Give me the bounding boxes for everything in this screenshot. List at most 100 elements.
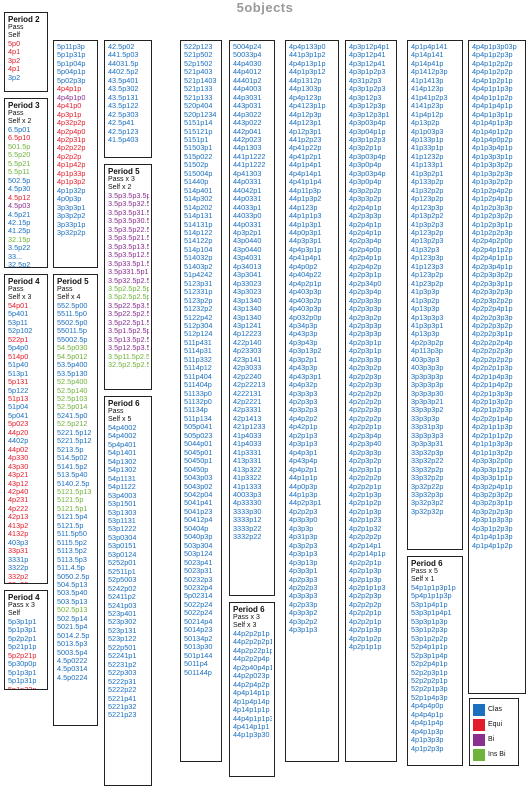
pattern-entry: 53p1222 [108,525,137,534]
pattern-entry: 5045p01 [184,448,213,457]
pattern-entry: 4p3p12p3 [349,93,382,102]
pattern-entry: 502.5p14 [57,614,88,623]
pattern-entry: 4p4p2p2 [289,414,318,423]
pattern-entry: 4p4p32p [289,381,318,390]
legend-swatch [473,733,485,746]
pattern-entry: 44p1p4p1 [289,161,322,170]
pattern-entry: 4222131 [233,389,262,398]
pattern-entry: 4p4p14p1 [289,169,322,178]
pattern-entry: 514131p [184,220,213,229]
pattern-entry: 4p13p3p [411,330,440,339]
pattern-entry: 53p11 [8,318,28,327]
pattern-entry: 5115.5p2 [57,538,87,547]
pattern-entry: 5.5p11 [8,168,30,177]
pattern-entry: 4p2p4p1p2p [472,245,513,254]
pattern-entry: 403p3p3 [411,355,440,364]
pattern-entry: 44p0331 [233,178,262,187]
pattern-entry: 3.5p331.5p1.5p [108,268,149,277]
period-subtitle: Self [8,32,21,39]
pattern-entry: 4p3p3p0 [289,516,318,525]
pattern-entry: 43.5p302 [108,85,139,94]
pattern-entry: 33p32p22 [411,457,444,466]
pattern-entry: 4p1p2p3p3p [472,203,513,212]
pattern-entry: 5252p01 [108,559,137,568]
pattern-entry: 4p2p2p1p3p [472,364,513,373]
pattern-entry: 5p02p3p [57,76,86,85]
pattern-entry: 4p3p3p2p [349,195,382,204]
pattern-entry: 4p3p12p3p [349,102,386,111]
pattern-entry: 512331p [184,288,213,297]
pattern-entry: 53p1303 [108,508,137,517]
period-subtitle: Pass x 5 [411,568,438,575]
pattern-entry: 6.5p10 [8,134,31,143]
pattern-entry: 53p0151 [108,542,137,551]
pattern-entry: 52p1502 [184,59,213,68]
pattern-entry: 4p2p1p3p [349,575,382,584]
pattern-entry: 521p502 [184,51,213,60]
pattern-entry: 4p2p2p4p1p [472,305,513,314]
pattern-entry: 4p3p2p3 [289,541,318,550]
pattern-entry: 51502p [184,161,209,170]
pattern-entry: 41p1232p [411,152,444,161]
pattern-entry: 41p3p2p3 [411,220,444,229]
pattern-entry: 54.5p030 [57,344,88,353]
pattern-entry: 3p2 [8,73,21,82]
pattern-entry: 44p4030 [233,59,262,68]
pattern-entry: 52p2p2p1p [411,676,448,685]
pattern-entry: 4p3p1p2p3 [349,68,386,77]
period-box: 4p1p4p141 4p14p141 4p14p41p 4p1412p3p 41p141… [407,40,463,550]
pattern-entry: 4p2p2p2p4p [472,338,513,347]
pattern-entry: 44p3p3p1 [289,237,322,246]
pattern-entry: 4p3p03p4p [349,169,386,178]
pattern-entry: 4p2p3p3p [349,212,382,221]
pattern-entry: 4p231 [8,496,29,505]
pattern-entry: 4p2p4p1p [349,254,382,263]
pattern-entry: 41.5p403 [108,135,139,144]
pattern-entry: 51132p0 [184,398,212,407]
pattern-entry: 5242p02 [108,584,137,593]
pattern-entry: 50450p [184,465,209,474]
pattern-entry: 4p41303 [233,169,262,178]
pattern-entry: 4p1p2p3p2p [472,212,513,221]
pattern-entry: 4p42p1p [289,423,318,432]
pattern-entry: 41p3p2p1 [411,169,444,178]
pattern-entry: 5p1p31p [8,677,37,686]
pattern-entry: 3333p22 [233,524,262,533]
pattern-entry: 5.5p21 [8,159,31,168]
pattern-entry: 4p2p3p2p [349,364,382,373]
pattern-entry: 3.5p1.5p2.5p3 [108,327,149,336]
pattern-entry: 5221p32 [108,702,137,711]
pattern-entry: 5043p02 [184,482,213,491]
pattern-entry: 3p2 [8,56,21,65]
pattern-entry: 4p1p4p1p2p [472,127,513,136]
pattern-entry: 5122p42 [184,313,213,322]
pattern-entry: 5241p03 [108,601,137,610]
pattern-entry: 4p2p1p3p3p [472,389,513,398]
pattern-entry: 5043p03 [184,474,213,483]
pattern-entry: 52p1p4p3p [411,693,448,702]
pattern-entry: 4p2p3p2p2p [472,296,513,305]
pattern-entry: 41p123p3 [411,262,444,271]
pattern-entry: 42p2221 [233,398,262,407]
pattern-entry: 42.5p02 [108,43,135,51]
pattern-entry: 511p332 [184,355,212,364]
pattern-entry: 43.5p122 [108,102,139,111]
pattern-entry: 552.5p00 [57,302,88,310]
period-title: Period 6 [108,399,140,408]
pattern-entry: 44p123p [289,203,318,212]
period-subtitle: Pass x 3 [8,602,35,609]
pattern-entry: 44p2p4p2p [233,680,270,689]
pattern-entry: 4p1p2p3p [411,744,444,753]
column-8: 4p1p4p141 4p14p141 4p14p41p 4p1412p3p 41p141… [407,40,463,772]
pattern-entry: 441.5p03 [108,51,139,60]
period-title: Period 6 [411,559,443,568]
pattern-entry: 54.5p012 [57,352,88,361]
pattern-entry: 33... [8,252,23,261]
pattern-entry: 4p2p2p3p2p [472,321,513,330]
pattern-entry: 523p122 [108,635,137,644]
pattern-entry: 4p33023 [233,279,262,288]
pattern-entry: 42p13 [8,513,29,522]
pattern-entry: 43p3041 [233,271,262,280]
pattern-entry: 51133p0 [184,389,212,398]
pattern-entry: 5113.5p3 [57,555,87,564]
